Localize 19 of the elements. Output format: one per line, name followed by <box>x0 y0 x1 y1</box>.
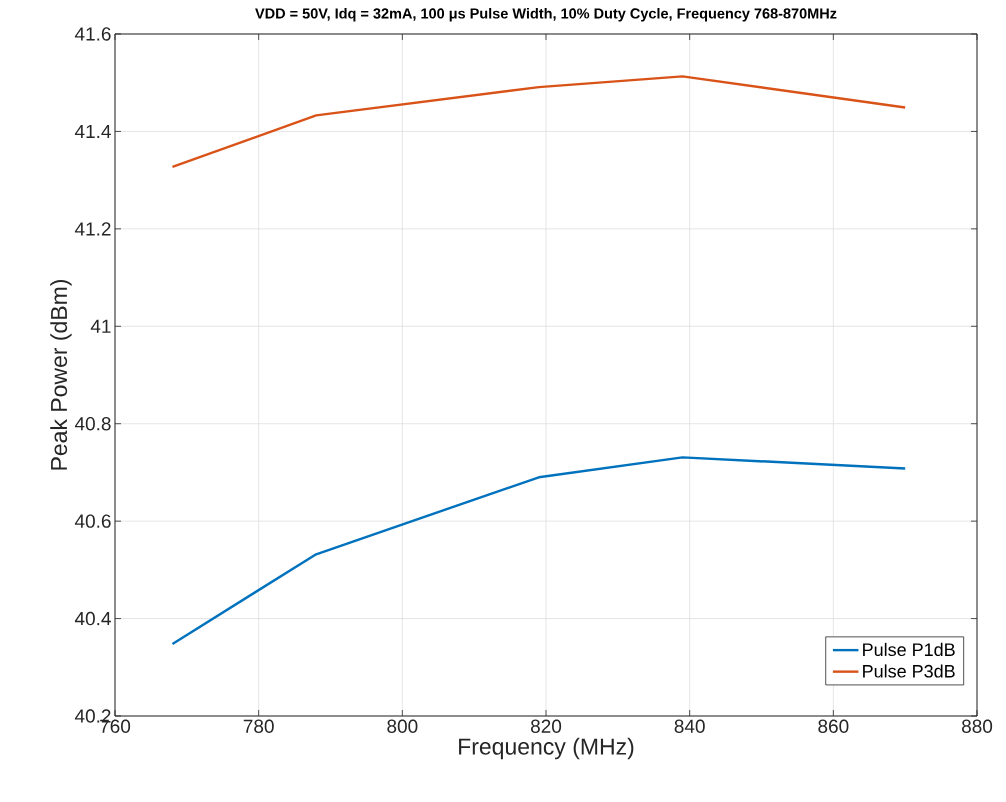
x-axis-title: Frequency (MHz) <box>459 737 634 760</box>
legend-label: Pulse P1dB <box>863 642 955 657</box>
x-tick-label: 840 <box>674 719 705 733</box>
y-tick-label: 41.6 <box>74 27 111 41</box>
y-tick-label: 41.4 <box>74 124 111 138</box>
x-tick-label: 880 <box>961 719 993 733</box>
x-tick-label: 860 <box>818 719 849 733</box>
y-tick-label: 40.4 <box>74 611 111 626</box>
line-series <box>171 75 907 169</box>
y-tick-label: 41.2 <box>74 222 111 236</box>
chart-title: VDD = 50V, Idq = 32mA, 100 μs Pulse Width, 10% Duty Cycle, Frequency 768-870MHz <box>255 7 837 22</box>
x-tick-label: 820 <box>530 719 562 733</box>
y-tick-label: 41 <box>90 319 111 333</box>
y-tick-label: 40.8 <box>74 416 111 431</box>
y-tick-label: 40.6 <box>74 514 111 528</box>
legend-label: Pulse P3dB <box>863 664 955 678</box>
x-tick-label: 780 <box>243 719 274 733</box>
y-axis-title: Peak Power (dBm) <box>50 279 72 470</box>
x-tick-label: 800 <box>387 719 418 733</box>
